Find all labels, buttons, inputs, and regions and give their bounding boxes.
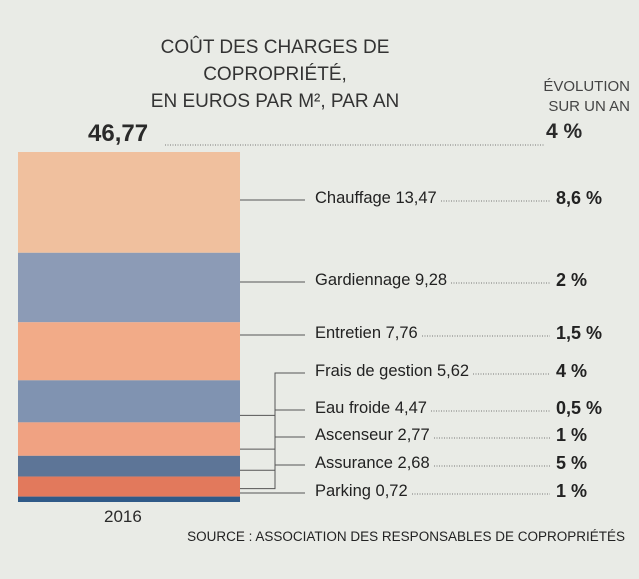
- bar-segment-1: [18, 252, 240, 323]
- evolution-label: 0,5 %: [556, 398, 603, 418]
- evolution-header-line-1: ÉVOLUTION: [543, 78, 630, 95]
- bar-segment-4: [18, 422, 240, 456]
- series-name: Entretien: [315, 324, 386, 342]
- title-line: COÛT DES CHARGES DE COPROPRIÉTÉ,: [160, 37, 390, 85]
- series-label: Chauffage 13,47: [315, 189, 437, 208]
- evolution-header: ÉVOLUTION SUR UN AN: [500, 77, 630, 117]
- series-name: Assurance: [315, 454, 398, 472]
- total-evolution: 4 %: [546, 120, 583, 143]
- bar-segment-3: [18, 380, 240, 423]
- series-label: Eau froide 4,47: [315, 399, 427, 418]
- series-label: Ascenseur 2,77: [315, 426, 430, 445]
- bar-segment-7: [18, 496, 240, 502]
- x-tick-label: 2016: [104, 507, 142, 526]
- data-label: 7,76: [385, 324, 418, 342]
- data-label: 9,28: [415, 271, 448, 289]
- series-label: Entretien 7,76: [315, 324, 418, 343]
- leader-line: [240, 409, 305, 450]
- evolution-label: 8,6 %: [556, 188, 603, 208]
- data-label: 13,47: [395, 189, 437, 207]
- bar-segment-5: [18, 455, 240, 477]
- data-label: 4,47: [394, 399, 427, 417]
- evolution-label: 2 %: [556, 270, 588, 290]
- series-name: Chauffage: [315, 189, 396, 207]
- bar-segment-6: [18, 476, 240, 497]
- series-name: Gardiennage: [315, 271, 415, 289]
- data-label: 2,77: [397, 426, 430, 444]
- leader-line: [240, 436, 305, 471]
- series-label: Frais de gestion 5,62: [315, 362, 469, 381]
- series-name: Eau froide: [315, 399, 395, 417]
- leader-line: [240, 464, 305, 490]
- series-name: Ascenseur: [315, 426, 398, 444]
- series-name: Parking: [315, 482, 376, 500]
- data-label: 5,62: [436, 362, 470, 380]
- evolution-label: 5 %: [556, 453, 588, 473]
- series-label: Gardiennage 9,28: [315, 271, 447, 290]
- subtitle-line: EN EUROS PAR M², PAR AN: [150, 91, 400, 112]
- data-label: 0,72: [375, 482, 408, 500]
- evolution-label: 1,5 %: [556, 323, 603, 343]
- evolution-label: 4 %: [556, 361, 588, 381]
- bar-segment-0: [18, 152, 240, 253]
- leader-line: [240, 372, 305, 416]
- chart-title: COÛT DES CHARGES DE COPROPRIÉTÉ, EN EURO…: [110, 34, 440, 115]
- bar-segment-2: [18, 322, 240, 381]
- source-note: SOURCE : ASSOCIATION DES RESPONSABLES DE…: [187, 529, 625, 544]
- series-label: Assurance 2,68: [315, 454, 430, 473]
- evolution-label: 1 %: [556, 425, 588, 445]
- evolution-header-line-2: SUR UN AN: [548, 98, 630, 115]
- series-label: Parking 0,72: [315, 482, 408, 501]
- total-value: 46,77: [88, 120, 149, 147]
- series-name: Frais de gestion: [315, 362, 437, 380]
- data-label: 2,68: [397, 454, 430, 472]
- evolution-label: 1 %: [556, 481, 588, 501]
